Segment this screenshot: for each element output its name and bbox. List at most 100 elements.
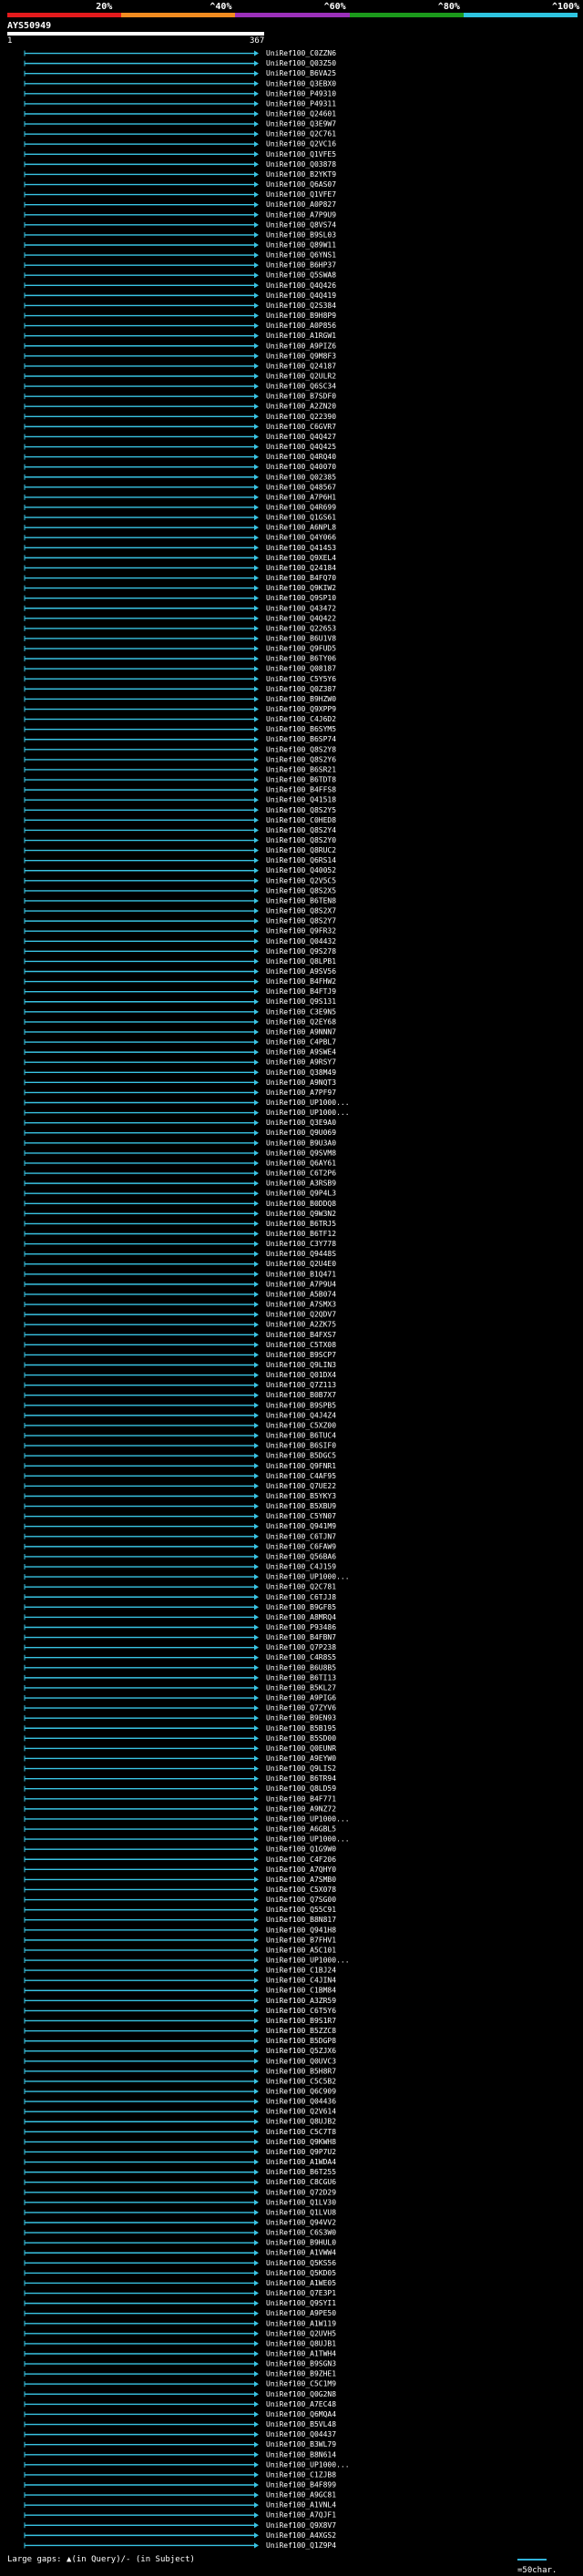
hit-end-arrow xyxy=(254,2381,259,2387)
hit-end-arrow xyxy=(254,948,259,955)
hit-label: UniRef100_C5Y5Y6 xyxy=(266,675,336,683)
hit-end-arrow xyxy=(254,1958,259,1964)
hit-end-arrow xyxy=(254,1937,259,1943)
hit-end-arrow xyxy=(254,2250,259,2256)
hit-label: UniRef100_Q9XEL4 xyxy=(266,554,336,562)
hit-label: UniRef100_B1Q471 xyxy=(266,1270,336,1278)
hit-label: UniRef100_Q0G2N8 xyxy=(266,2390,336,2398)
hit-end-arrow xyxy=(254,241,259,248)
hit-label: UniRef100_Q2U4E0 xyxy=(266,1260,336,1268)
hit-end-arrow xyxy=(254,1947,259,1953)
hit-end-arrow xyxy=(254,1140,259,1146)
hit-label: UniRef100_Q9P4L3 xyxy=(266,1190,336,1198)
hit-end-arrow xyxy=(254,1322,259,1328)
hit-label: UniRef100_Q48567 xyxy=(266,483,336,491)
hit-end-arrow xyxy=(254,363,259,369)
hit-label: UniRef100_Q40052 xyxy=(266,866,336,874)
hit-end-arrow xyxy=(254,1008,259,1015)
legend-gaps-text: Large gaps: ▲(in Query)/- (in Subject) xyxy=(7,2555,195,2564)
hit-end-arrow xyxy=(254,454,259,460)
hit-end-arrow xyxy=(254,1705,259,1712)
hit-end-arrow xyxy=(254,726,259,732)
hit-end-arrow xyxy=(254,565,259,571)
hit-end-arrow xyxy=(254,1028,259,1035)
scale-segment xyxy=(121,13,236,17)
hit-label: UniRef100_Q89W11 xyxy=(266,240,336,249)
hit-label: UniRef100_Q9FUD5 xyxy=(266,645,336,653)
hit-end-arrow xyxy=(254,2482,259,2489)
hit-end-arrow xyxy=(254,1533,259,1539)
hit-end-arrow xyxy=(254,332,259,339)
hit-end-arrow xyxy=(254,2129,259,2135)
hit-end-arrow xyxy=(254,706,259,712)
hit-end-arrow xyxy=(254,625,259,631)
hit-label: UniRef100_A1WDA4 xyxy=(266,2158,336,2166)
hit-label: UniRef100_Q5KS56 xyxy=(266,2259,336,2267)
hit-end-arrow xyxy=(254,1765,259,1772)
hit-label: UniRef100_B7FHV1 xyxy=(266,1936,336,1944)
scale-segment xyxy=(7,13,122,17)
hit-end-arrow xyxy=(254,666,259,672)
hit-label: UniRef100_Q3E9W7 xyxy=(266,120,336,128)
hit-end-arrow xyxy=(254,1564,259,1570)
scale-label: ^60% xyxy=(323,2,346,12)
hit-end-arrow xyxy=(254,827,259,833)
hit-end-arrow xyxy=(254,1018,259,1025)
hit-label: UniRef100_UP1000... xyxy=(266,1109,350,1117)
hit-label: UniRef100_Q3EBX0 xyxy=(266,79,336,87)
hit-label: UniRef100_Q9S278 xyxy=(266,947,336,956)
hit-label: UniRef100_Q1G9W0 xyxy=(266,1845,336,1854)
hit-label: UniRef100_B9HZW0 xyxy=(266,695,336,703)
hit-label: UniRef100_Q2C781 xyxy=(266,1583,336,1591)
hit-label: UniRef100_Q2S384 xyxy=(266,302,336,310)
hit-end-arrow xyxy=(254,1382,259,1388)
hit-end-arrow xyxy=(254,1221,259,1227)
hit-end-arrow xyxy=(254,1553,259,1559)
hit-end-arrow xyxy=(254,1543,259,1549)
hit-end-arrow xyxy=(254,151,259,158)
hit-end-arrow xyxy=(254,383,259,390)
hit-label: UniRef100_C6S3W0 xyxy=(266,2229,336,2237)
hit-label: UniRef100_C5TX08 xyxy=(266,1341,336,1349)
hit-label: UniRef100_Q5SWA8 xyxy=(266,271,336,280)
hit-label: UniRef100_B4FFS8 xyxy=(266,786,336,794)
hit-end-arrow xyxy=(254,1160,259,1166)
query-id: AYS50949 xyxy=(7,21,52,31)
hit-end-arrow xyxy=(254,928,259,935)
hit-label: UniRef100_A1W119 xyxy=(266,2319,336,2327)
hit-label: UniRef100_B0DDQ8 xyxy=(266,1200,336,1208)
hit-label: UniRef100_Q4R699 xyxy=(266,503,336,511)
hit-end-arrow xyxy=(254,1402,259,1408)
hit-end-arrow xyxy=(254,50,259,56)
legend-scale: =50char. xyxy=(517,2554,578,2576)
hit-end-arrow xyxy=(254,1119,259,1126)
hit-label: UniRef100_A9PIG6 xyxy=(266,1694,336,1702)
hit-end-arrow xyxy=(254,1342,259,1348)
hit-end-arrow xyxy=(254,201,259,208)
hit-end-arrow xyxy=(254,837,259,843)
hit-label: UniRef100_Q2QDV7 xyxy=(266,1311,336,1319)
hit-label: UniRef100_A9SWE4 xyxy=(266,1048,336,1057)
hit-end-arrow xyxy=(254,2492,259,2499)
hit-end-arrow xyxy=(254,545,259,551)
hit-end-arrow xyxy=(254,474,259,480)
hit-end-arrow xyxy=(254,342,259,349)
hit-label: UniRef100_B0B7X7 xyxy=(266,1391,336,1399)
hit-end-arrow xyxy=(254,656,259,662)
hit-label: UniRef100_Q5ZJX6 xyxy=(266,2047,336,2055)
hit-end-arrow xyxy=(254,2018,259,2024)
hit-label: UniRef100_Q0UVC3 xyxy=(266,2057,336,2065)
hit-end-arrow xyxy=(254,2139,259,2145)
hit-end-arrow xyxy=(254,221,259,228)
hit-label: UniRef100_Q2VC16 xyxy=(266,140,336,148)
hit-end-arrow xyxy=(254,1735,259,1742)
hit-label: UniRef100_C0ZZN6 xyxy=(266,49,336,57)
hit-end-arrow xyxy=(254,787,259,793)
hit-label: UniRef100_P49310 xyxy=(266,89,336,97)
hit-end-arrow xyxy=(254,262,259,269)
hit-end-arrow xyxy=(254,434,259,440)
hit-label: UniRef100_A1VWW4 xyxy=(266,2249,336,2257)
hit-label: UniRef100_B4FTJ9 xyxy=(266,987,336,996)
hit-label: UniRef100_C5YN07 xyxy=(266,1512,336,1520)
hit-label: UniRef100_A9SV56 xyxy=(266,967,336,976)
